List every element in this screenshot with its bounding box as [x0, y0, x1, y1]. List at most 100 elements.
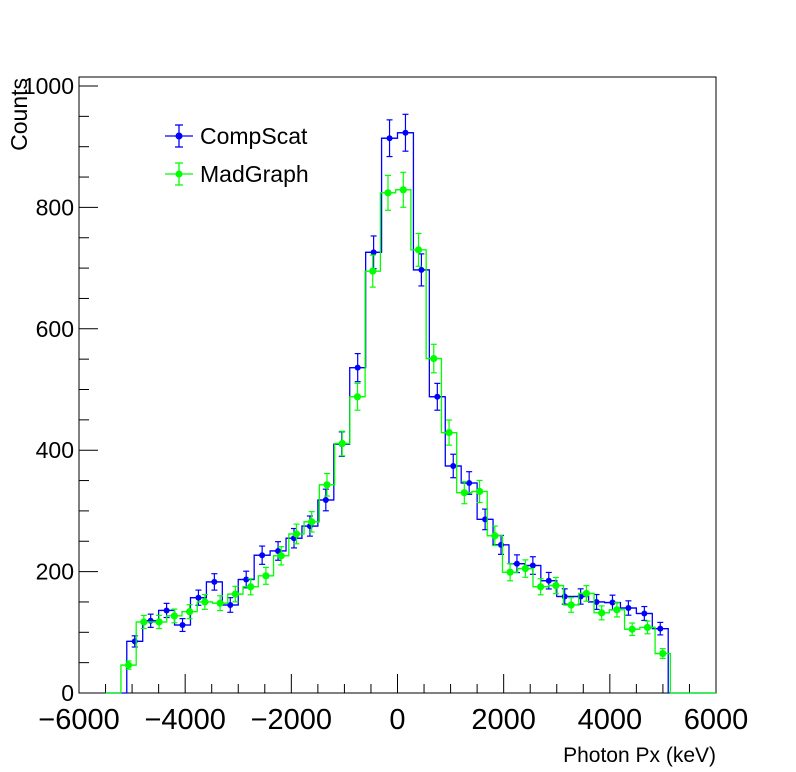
data-point — [487, 525, 503, 547]
marker — [414, 246, 423, 254]
data-point — [334, 430, 350, 457]
marker — [598, 609, 606, 617]
data-point — [655, 648, 671, 660]
series-layer — [105, 113, 716, 694]
y-tick-label: 0 — [61, 680, 74, 706]
marker — [609, 599, 616, 606]
legend-entry: MadGraph — [165, 161, 309, 187]
marker — [216, 599, 224, 607]
marker — [262, 572, 270, 580]
data-point — [349, 382, 366, 411]
data-point — [190, 589, 207, 606]
marker — [659, 649, 667, 658]
marker — [545, 577, 552, 584]
marker — [186, 608, 194, 616]
data-point — [548, 576, 564, 595]
y-tick-label: 800 — [36, 194, 74, 220]
data-point — [319, 472, 335, 497]
data-point — [397, 113, 414, 152]
data-point — [441, 419, 457, 446]
marker — [195, 594, 202, 601]
legend: CompScat MadGraph — [165, 123, 309, 187]
legend-label: MadGraph — [200, 161, 309, 187]
data-point — [471, 479, 488, 504]
data-point — [426, 343, 442, 374]
y-axis-label: Counts — [6, 78, 32, 151]
data-point — [588, 593, 605, 610]
marker — [243, 576, 250, 583]
marker — [450, 462, 457, 469]
marker — [643, 623, 652, 632]
legend-marker — [175, 132, 183, 140]
data-point — [477, 508, 494, 531]
marker — [354, 364, 361, 371]
marker — [625, 605, 632, 612]
y-tick-label: 400 — [36, 437, 74, 463]
data-point — [288, 523, 305, 545]
marker — [521, 564, 529, 573]
data-point — [120, 660, 137, 670]
marker — [338, 439, 346, 448]
series-madgraph — [105, 171, 716, 694]
data-point — [578, 585, 595, 602]
data-point — [532, 578, 549, 596]
marker — [434, 393, 441, 400]
marker — [641, 610, 648, 617]
data-point — [174, 617, 191, 633]
x-tick-label: 4000 — [578, 704, 643, 736]
data-point — [349, 352, 366, 383]
data-point — [456, 481, 472, 505]
data-point — [624, 622, 640, 637]
legend-entry: CompScat — [165, 123, 308, 149]
x-tick-label: 0 — [389, 704, 405, 736]
marker — [384, 189, 392, 197]
marker — [613, 606, 621, 614]
marker — [567, 601, 575, 609]
data-point — [181, 604, 198, 620]
marker — [460, 489, 468, 497]
data-point — [620, 600, 637, 616]
x-tick-label: −4000 — [144, 704, 225, 736]
marker — [369, 267, 377, 275]
marker — [402, 129, 409, 136]
data-point — [502, 563, 518, 582]
axis-ticks — [78, 85, 717, 694]
data-point — [166, 608, 182, 624]
marker — [247, 583, 255, 591]
marker — [445, 428, 453, 437]
data-point — [380, 174, 396, 211]
marker — [155, 618, 163, 626]
x-tick-labels: −6000 −4000 −2000 0 2000 4000 6000 — [38, 704, 748, 736]
marker — [418, 266, 425, 273]
plot-frame — [78, 76, 717, 694]
marker — [561, 593, 568, 600]
marker — [513, 560, 520, 567]
legend-marker — [175, 170, 183, 178]
y-tick-labels: 0 200 400 600 800 1000 — [23, 73, 74, 706]
data-point — [365, 235, 382, 270]
data-point — [365, 254, 381, 288]
data-point — [381, 119, 398, 158]
marker — [491, 532, 499, 540]
marker — [537, 583, 545, 591]
marker — [582, 589, 591, 598]
marker — [179, 622, 186, 629]
data-point — [317, 488, 334, 512]
marker — [227, 601, 234, 608]
data-point — [639, 620, 656, 635]
x-tick-label: −2000 — [251, 704, 332, 736]
x-axis-label: Photon Px (keV) — [563, 744, 716, 767]
data-point — [126, 635, 143, 648]
marker — [211, 578, 218, 585]
data-point — [206, 573, 223, 591]
histogram-step-line — [105, 189, 716, 694]
data-point — [609, 602, 625, 618]
data-point — [636, 605, 653, 622]
legend-label: CompScat — [200, 123, 308, 149]
marker — [552, 581, 560, 590]
marker — [201, 598, 209, 606]
y-tick-label: 600 — [36, 316, 74, 342]
data-point — [563, 597, 579, 613]
data-point — [410, 232, 427, 267]
